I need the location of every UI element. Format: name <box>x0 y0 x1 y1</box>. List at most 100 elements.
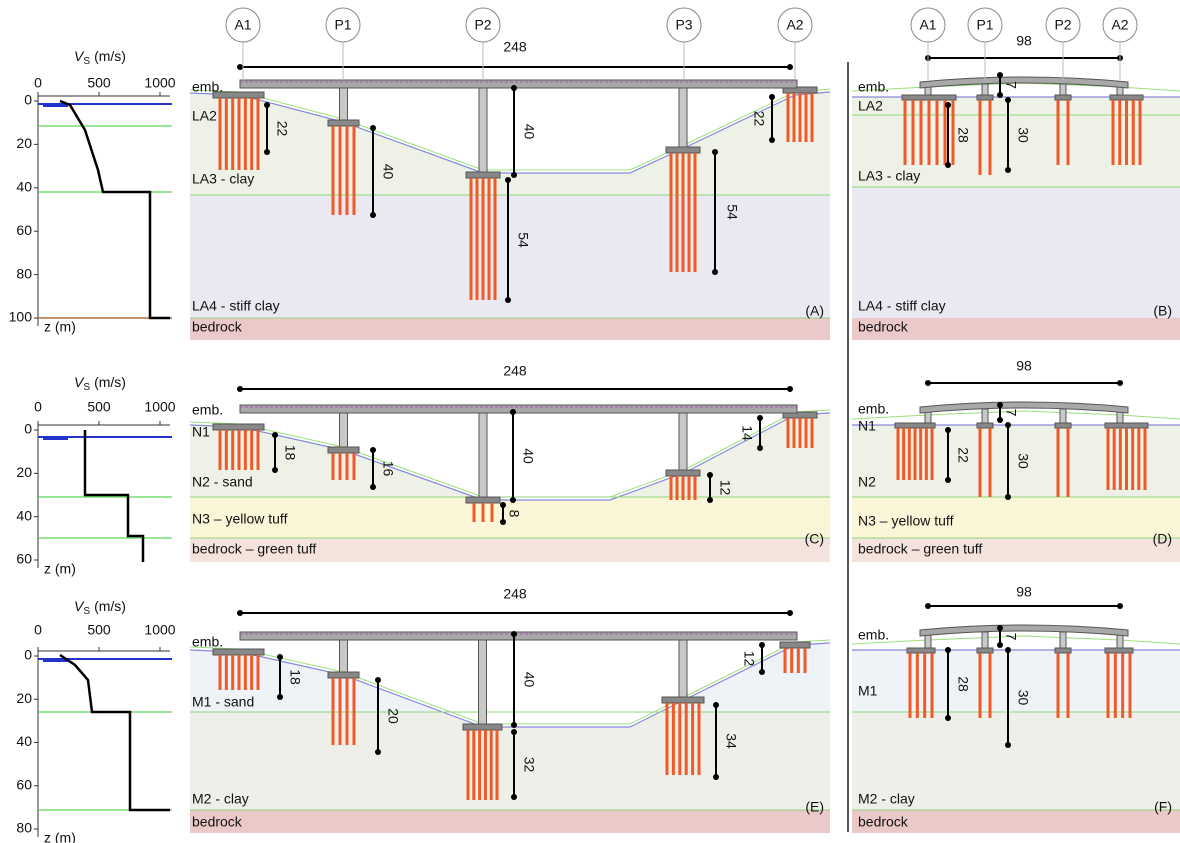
dimension-end <box>511 631 517 637</box>
layer-label: bedrock <box>192 319 243 335</box>
layer-label: LA4 - stiff clay <box>192 298 280 314</box>
dimension-label: 30 <box>1015 690 1031 706</box>
pile-cap <box>894 422 936 429</box>
dimension-end <box>511 85 517 91</box>
y-tick-label: 0 <box>24 421 32 437</box>
embankment <box>851 410 1180 420</box>
pile-cap <box>976 647 994 654</box>
layer-label: LA2 <box>858 98 883 114</box>
pier-label: A1 <box>919 17 936 33</box>
dimension-end <box>1005 97 1011 103</box>
dimension-end <box>511 172 517 178</box>
y-tick-label: 20 <box>16 135 32 151</box>
pier-label: P1 <box>976 17 993 33</box>
pile-cap <box>327 446 360 454</box>
layer-label: emb. <box>858 401 889 417</box>
dimension-end <box>757 415 763 421</box>
pile-cap <box>906 647 936 654</box>
pile-cap <box>465 171 501 179</box>
pile-cap <box>212 648 265 656</box>
pier-label: P3 <box>675 17 692 33</box>
soil-layer <box>190 538 830 562</box>
water-table <box>38 103 172 107</box>
span-end <box>1117 603 1123 609</box>
layer-label: emb. <box>858 627 889 643</box>
pile-cap <box>1054 94 1072 101</box>
dimension-end <box>713 702 719 708</box>
deck <box>919 624 1129 637</box>
pile-cap <box>661 696 705 704</box>
dimension-end <box>712 269 718 275</box>
dimension-label: 14 <box>739 425 755 441</box>
dimension-end <box>370 484 376 490</box>
layer-label: emb. <box>192 634 223 650</box>
pier-label: A2 <box>786 17 803 33</box>
pier <box>478 639 487 728</box>
axis-title: VS (m/s) <box>74 598 126 617</box>
span-label: 248 <box>503 586 527 602</box>
pile-cap <box>1054 422 1072 429</box>
dimension-end <box>505 177 511 183</box>
deck <box>919 401 1129 414</box>
pier <box>478 87 488 176</box>
layer-label: M1 - sand <box>192 694 254 710</box>
water-table <box>38 436 172 440</box>
vs-profile <box>83 430 145 562</box>
pile-cap <box>212 423 265 431</box>
dimension-end <box>757 445 763 451</box>
x-tick-label: 0 <box>34 399 42 415</box>
soil-layer <box>190 810 830 833</box>
dimension-end <box>945 102 951 108</box>
axis-title-var: V <box>74 374 85 390</box>
dimension-end <box>769 94 775 100</box>
dimension-end <box>370 212 376 218</box>
deck <box>239 404 798 414</box>
panel-label: (E) <box>805 799 824 815</box>
y-tick-label: 0 <box>24 647 32 663</box>
pile-cap <box>465 496 501 504</box>
soil-layer <box>190 712 830 810</box>
layer-label: bedrock <box>858 814 909 830</box>
dimension-end <box>1005 494 1011 500</box>
dimension-end <box>945 647 951 653</box>
pier <box>478 412 488 501</box>
pier-marker <box>666 7 702 43</box>
dimension-end <box>511 722 517 728</box>
pile-cap <box>976 94 994 101</box>
span-end <box>237 64 243 70</box>
span-end <box>237 610 243 616</box>
dimension-end <box>945 477 951 483</box>
x-tick-label: 1000 <box>144 399 175 415</box>
dimension-end <box>1005 167 1011 173</box>
layer-label: N2 <box>858 474 876 490</box>
y-tick-label: 100 <box>9 309 33 325</box>
axis-title-var: V <box>74 48 85 64</box>
dimension-end <box>264 102 270 108</box>
dimension-end <box>500 502 506 508</box>
panel-label: (D) <box>1153 531 1172 547</box>
layer-label: N3 – yellow tuff <box>192 511 288 527</box>
dimension-label: 28 <box>955 127 971 143</box>
axis-title-unit: (m/s) <box>94 598 126 614</box>
span-end <box>925 603 931 609</box>
pier-label: A1 <box>234 17 251 33</box>
y-tick-label: 60 <box>16 776 32 792</box>
span-end <box>237 386 243 392</box>
soil-layer <box>190 497 830 538</box>
y-tick-label: 60 <box>16 222 32 238</box>
soil-layer <box>852 318 1180 340</box>
dimension-label: 16 <box>380 461 396 477</box>
embankment <box>851 635 1180 645</box>
y-tick-label: 80 <box>16 820 32 836</box>
layer-label: emb. <box>858 79 889 95</box>
pier-marker <box>1045 7 1081 43</box>
x-tick-label: 0 <box>34 75 42 91</box>
dimension-end <box>272 467 278 473</box>
y-tick-label: 20 <box>16 690 32 706</box>
pile-cap <box>462 723 503 731</box>
y-tick-label: 80 <box>16 265 32 281</box>
pier <box>339 639 348 676</box>
pier-label: P2 <box>474 17 491 33</box>
x-tick-label: 500 <box>87 75 111 91</box>
y-tick-label: 0 <box>24 92 32 108</box>
